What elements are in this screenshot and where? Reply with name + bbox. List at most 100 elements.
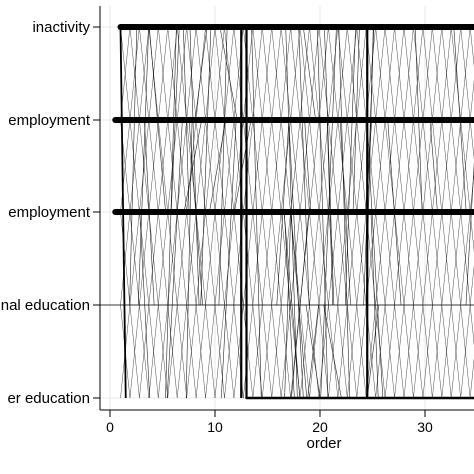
sequence-transition <box>129 119 140 213</box>
sequence-transition <box>243 304 254 399</box>
sequence-transition <box>375 304 386 399</box>
sequence-transition <box>139 211 150 399</box>
sequence-transition <box>280 119 291 213</box>
sequence-transition <box>280 304 291 399</box>
sequence-transition <box>186 119 197 213</box>
sequence-transition <box>252 304 263 399</box>
sequence-transition <box>176 304 187 399</box>
sequence-transition <box>465 161 474 306</box>
sequence-transition <box>120 211 131 306</box>
sequence-transition <box>394 304 405 399</box>
sequence-transition <box>337 26 348 121</box>
sequence-transition <box>356 211 367 306</box>
sequence-transition <box>328 211 339 306</box>
sequence-transition <box>469 264 474 306</box>
x-tick-label: 30 <box>417 419 433 435</box>
sequence-transition <box>158 119 168 213</box>
sequence-transition <box>451 119 461 213</box>
sequence-transition <box>195 119 206 213</box>
sequence-transition <box>384 119 395 213</box>
x-tick-label: 10 <box>207 419 223 435</box>
sequence-transition <box>429 119 438 213</box>
sequence-transition <box>413 304 424 399</box>
x-tick-label: 20 <box>312 419 328 435</box>
sequence-transition <box>328 304 339 399</box>
sequence-transition <box>195 211 206 306</box>
x-tick-label: 0 <box>106 419 114 435</box>
sequence-transition <box>290 26 301 121</box>
sequence-transition <box>432 211 443 306</box>
sequence-transition <box>283 211 301 399</box>
sequence-transition <box>167 26 178 121</box>
y-category-label: inactivity <box>32 19 90 36</box>
sequence-transition <box>224 26 235 121</box>
sequence-transition <box>148 26 159 121</box>
sequence-transition <box>299 211 310 306</box>
sequence-transition <box>324 26 335 306</box>
sequence-transition <box>375 211 386 306</box>
sequence-transition <box>262 26 272 121</box>
sequence-transition <box>337 119 348 213</box>
sequence-transition <box>441 304 452 399</box>
sequence-transition <box>347 304 357 399</box>
sequence-transition <box>148 211 159 306</box>
sequence-transition <box>422 26 433 121</box>
sequence-transition <box>129 26 138 306</box>
sequence-transition <box>309 304 320 399</box>
sequence-transition <box>451 304 461 399</box>
sequence-transition <box>129 304 140 399</box>
sequence-transition <box>451 26 461 121</box>
sequence-transition <box>158 26 168 121</box>
sequence-transition <box>205 119 216 213</box>
y-axis-ticks: inactivity employment employment nal educat… <box>1 19 100 407</box>
sequence-transition <box>356 304 367 399</box>
sequence-transition <box>337 211 348 306</box>
sequence-transition <box>271 211 282 306</box>
sequence-transition <box>394 119 405 213</box>
sequence-transition <box>469 211 474 253</box>
sequence-transition <box>299 304 310 399</box>
sequence-transition <box>318 26 329 121</box>
sequence-transition <box>176 119 187 213</box>
sequence-transition <box>422 119 433 213</box>
sequence-transition <box>224 119 235 213</box>
sequence-transition <box>460 119 471 213</box>
sequence-transition <box>422 211 433 306</box>
sequence-transition <box>214 119 225 213</box>
sequence-transition <box>139 26 150 121</box>
sequence-transition <box>139 304 150 399</box>
x-axis-title: order <box>306 435 341 452</box>
sequence-transition <box>205 211 216 306</box>
sequence-transition <box>262 211 272 306</box>
sequence-transition <box>158 304 168 399</box>
sequence-transition <box>214 26 225 121</box>
sequence-transition <box>303 26 316 121</box>
sequence-transition <box>167 304 178 399</box>
sequence-transition <box>304 119 311 213</box>
sequence-transition <box>186 211 197 306</box>
sequence-transition <box>309 119 320 213</box>
sequence-transition <box>176 211 187 306</box>
sequence-transition <box>252 211 263 306</box>
sequence-transition <box>403 304 414 399</box>
left-edge-sequence <box>119 26 127 399</box>
sequence-transition <box>299 119 310 213</box>
sequence-transition <box>243 26 254 121</box>
sequence-transition <box>166 119 183 399</box>
sequence-transition <box>299 26 310 121</box>
sequence-transition <box>129 211 140 306</box>
sequence-transition <box>384 304 395 399</box>
sequence-transition <box>271 119 282 213</box>
sequence-transition <box>284 211 295 399</box>
sequence-transition <box>200 26 212 306</box>
sequence-transition <box>469 119 474 160</box>
sequence-transition <box>441 26 452 121</box>
sequence-transition <box>422 304 433 399</box>
sequence-transition <box>309 211 320 306</box>
sequence-transition <box>366 304 380 399</box>
sequence-transition <box>375 26 386 121</box>
y-category-label: employment <box>8 112 91 129</box>
sequence-transition <box>195 304 206 399</box>
sequence-transition <box>451 211 461 306</box>
